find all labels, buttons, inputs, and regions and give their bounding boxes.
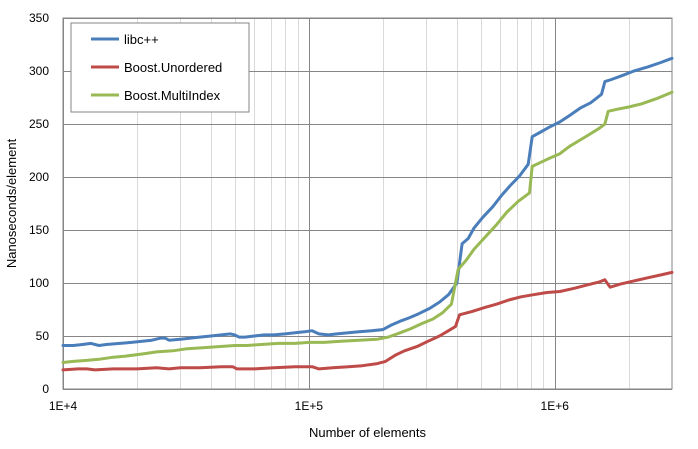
y-tick-label: 50 <box>36 329 50 343</box>
x-axis-tick-labels: 1E+4 1E+5 1E+6 <box>49 399 569 413</box>
series-lines <box>61 56 674 372</box>
y-axis-title: Nanoseconds/element <box>4 138 19 268</box>
series-line-libcxx <box>61 56 674 347</box>
y-tick-label: 150 <box>29 223 49 237</box>
legend-label-boost-unordered: Boost.Unordered <box>124 60 222 75</box>
series-line-boost-unordered <box>61 270 674 372</box>
y-tick-label: 0 <box>42 382 49 396</box>
x-axis-title: Number of elements <box>309 425 427 440</box>
series-line-boost-multiindex <box>61 90 674 364</box>
legend: libc++ Boost.Unordered Boost.MultiIndex <box>70 22 250 113</box>
legend-label-libcxx: libc++ <box>124 32 159 47</box>
plot-area-border <box>62 17 673 390</box>
legend-label-boost-multiindex: Boost.MultiIndex <box>124 88 221 103</box>
x-tick-label: 1E+6 <box>541 399 570 413</box>
y-tick-label: 100 <box>29 276 49 290</box>
y-tick-label: 300 <box>29 64 49 78</box>
y-tick-label: 350 <box>29 11 49 25</box>
x-tick-label: 1E+4 <box>49 399 78 413</box>
y-tick-label: 250 <box>29 117 49 131</box>
y-axis-tick-labels: 0 50 100 150 200 250 300 350 <box>29 11 49 396</box>
x-tick-label: 1E+5 <box>295 399 324 413</box>
y-tick-label: 200 <box>29 170 49 184</box>
